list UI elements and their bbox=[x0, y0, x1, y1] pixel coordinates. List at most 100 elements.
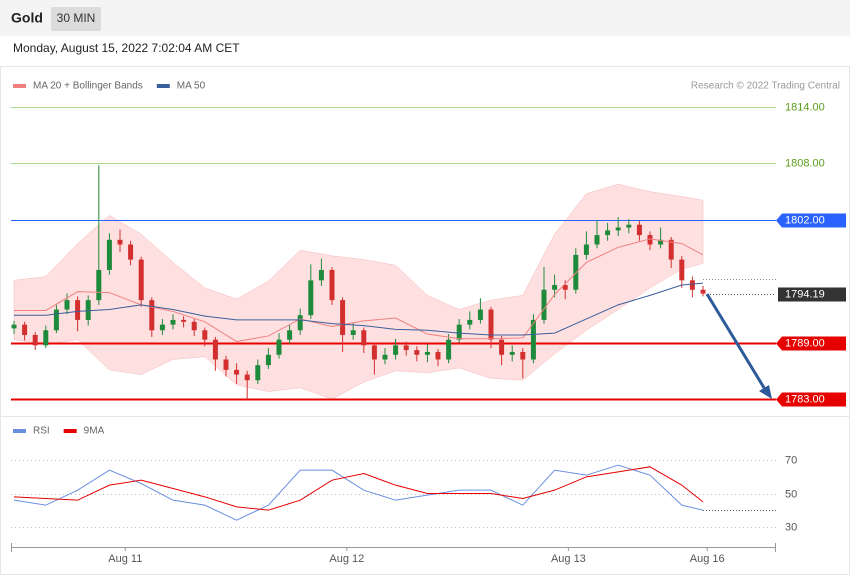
candle-body bbox=[340, 300, 346, 335]
candle-body bbox=[689, 280, 695, 290]
legend-swatch bbox=[13, 429, 26, 433]
candle-body bbox=[594, 235, 600, 245]
candle-body bbox=[64, 300, 70, 310]
ma-line bbox=[14, 238, 704, 343]
y-tick-label: 30 bbox=[785, 521, 797, 533]
x-tick-label: Aug 12 bbox=[329, 553, 364, 565]
y-tick-label: 70 bbox=[785, 454, 797, 466]
candle-body bbox=[297, 315, 303, 331]
legend-label: MA 50 bbox=[177, 81, 206, 92]
candle-body bbox=[255, 365, 261, 381]
candle-body bbox=[605, 230, 611, 236]
legend-swatch bbox=[156, 84, 170, 88]
level-label: 1808.00 bbox=[785, 157, 825, 169]
candle-body bbox=[414, 350, 420, 355]
candle-body bbox=[318, 269, 324, 281]
candle-body bbox=[308, 280, 314, 316]
candle-body bbox=[467, 319, 473, 325]
candle-body bbox=[403, 345, 409, 351]
candle-body bbox=[541, 289, 547, 320]
candle-body bbox=[658, 239, 664, 245]
candle-body bbox=[509, 351, 515, 355]
level-box bbox=[776, 213, 846, 228]
ma-line bbox=[14, 282, 704, 336]
level-label: 1783.00 bbox=[785, 393, 825, 405]
forecast-arrow bbox=[705, 293, 768, 392]
candle-body bbox=[43, 330, 49, 346]
candle-body bbox=[106, 239, 112, 270]
candle-body bbox=[626, 224, 632, 228]
candle-body bbox=[424, 351, 430, 355]
candle-body bbox=[371, 345, 377, 360]
level-box bbox=[776, 392, 846, 407]
candle-body bbox=[265, 354, 271, 366]
candle-body bbox=[679, 259, 685, 281]
legend-label: RSI bbox=[33, 426, 50, 437]
candle-body bbox=[329, 269, 335, 301]
candle-body bbox=[212, 339, 218, 360]
candle-body bbox=[393, 345, 399, 355]
legend-swatch bbox=[63, 429, 77, 433]
candle-body bbox=[223, 359, 229, 370]
candle-body bbox=[11, 324, 17, 329]
level-box bbox=[776, 336, 846, 351]
candle-body bbox=[181, 319, 187, 322]
current-price-label: 1794.19 bbox=[785, 288, 825, 300]
candle-body bbox=[552, 285, 558, 290]
x-tick-label: Aug 16 bbox=[690, 553, 725, 565]
x-tick-label: Aug 11 bbox=[108, 553, 142, 565]
candle-body bbox=[159, 324, 165, 331]
candle-body bbox=[350, 330, 356, 335]
candle-body bbox=[435, 351, 441, 360]
candle-body bbox=[276, 339, 282, 355]
candle-body bbox=[287, 330, 293, 340]
candle-body bbox=[530, 319, 536, 360]
current-price-box bbox=[778, 287, 846, 302]
candle-body bbox=[96, 269, 102, 301]
bollinger-band bbox=[13, 183, 704, 400]
rsi-line bbox=[13, 464, 704, 521]
candle-body bbox=[361, 330, 367, 346]
candle-body bbox=[477, 309, 483, 320]
source: Research © 2022 Trading Central bbox=[691, 81, 840, 92]
candle-body bbox=[128, 244, 134, 260]
candle-body bbox=[700, 289, 706, 294]
candle-body bbox=[117, 239, 123, 245]
candle-body bbox=[668, 239, 674, 260]
legend-label: MA 20 + Bollinger Bands bbox=[33, 81, 143, 92]
level-label: 1789.00 bbox=[785, 337, 825, 349]
legend-label: 9MA bbox=[84, 426, 105, 437]
price-chart: MA 20 + Bollinger Bands MA 50 1814.00 1808.… bbox=[11, 81, 846, 565]
candle-body bbox=[234, 369, 240, 375]
candle-body bbox=[647, 235, 653, 245]
candle-body bbox=[85, 300, 91, 320]
candle-body bbox=[244, 374, 250, 381]
forecast-arrowhead bbox=[759, 385, 772, 399]
candle-body bbox=[202, 330, 208, 340]
candle-body bbox=[573, 254, 579, 290]
candle-body bbox=[53, 309, 59, 331]
candle-body bbox=[138, 259, 144, 301]
candle-body bbox=[75, 300, 81, 320]
candle-body bbox=[615, 227, 621, 231]
candle-body bbox=[191, 321, 197, 331]
candle-body bbox=[562, 285, 568, 290]
candle-body bbox=[446, 339, 452, 360]
candle-body bbox=[382, 354, 388, 360]
y-tick-label: 50 bbox=[785, 488, 797, 500]
symbol: Gold bbox=[11, 10, 43, 26]
date: Monday, August 15, 2022 7:02:04 AM CET bbox=[13, 41, 240, 55]
header-bar bbox=[0, 0, 850, 36]
level-label: 1814.00 bbox=[785, 101, 825, 113]
candle-body bbox=[170, 319, 176, 325]
legend-swatch bbox=[13, 84, 26, 88]
timeframe-button[interactable] bbox=[51, 7, 101, 31]
timeframe[interactable]: 30 MIN bbox=[57, 11, 96, 25]
candle-body bbox=[22, 324, 28, 335]
candle-body bbox=[149, 300, 155, 331]
candle-body bbox=[520, 351, 526, 360]
level-label: 1802.00 bbox=[785, 214, 825, 226]
rsi-line bbox=[13, 466, 704, 511]
candle-body bbox=[499, 339, 505, 355]
